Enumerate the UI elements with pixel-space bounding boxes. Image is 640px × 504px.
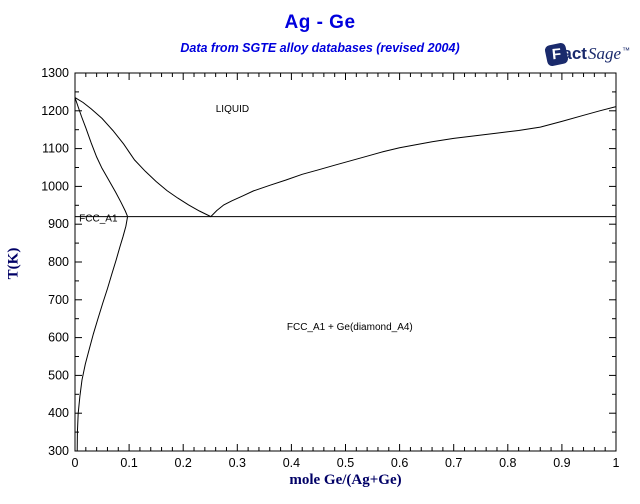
y-tick-label: 600 (48, 331, 69, 345)
logo-sage-text: Sage (587, 44, 621, 63)
logo-trademark: ™ (622, 45, 630, 55)
plot-frame (74, 72, 617, 452)
region-label: FCC_A1 + Ge(diamond_A4) (287, 322, 413, 333)
solvus-curve (76, 216, 128, 452)
liquidus-curve (74, 97, 617, 218)
y-tick-label: 1000 (41, 179, 69, 193)
y-axis-label: T(K) (5, 247, 22, 280)
x-tick-label: 0.1 (120, 456, 137, 470)
x-tick-label: 0.5 (337, 456, 354, 470)
y-tick-label: 800 (48, 255, 69, 269)
logo-f-letter: F (551, 45, 563, 63)
x-tick-label: 0.9 (553, 456, 570, 470)
x-axis-label: mole Ge/(Ag+Ge) (289, 472, 402, 488)
region-label: LIQUID (216, 104, 249, 115)
y-tick-label: 1100 (42, 142, 69, 156)
logo-act-text: act (562, 44, 587, 63)
x-tick-label: 0.8 (499, 456, 516, 470)
x-tick-label: 0.6 (391, 456, 408, 470)
y-tick-label: 900 (48, 217, 69, 231)
x-tick-label: 0.7 (445, 456, 462, 470)
y-tick-label: 700 (48, 293, 69, 307)
solidus-curve (74, 97, 128, 217)
x-tick-label: 0.2 (175, 456, 192, 470)
x-tick-label: 0.4 (283, 456, 300, 470)
factsage-logo: F act Sage ™ (544, 41, 630, 67)
y-tick-label: 500 (48, 368, 69, 382)
y-tick-label: 1200 (41, 104, 69, 118)
y-tick-label: 400 (48, 406, 69, 420)
y-tick-label: 300 (48, 444, 69, 458)
region-label: FCC_A1 (79, 213, 118, 224)
chart-title: Ag - Ge (284, 12, 356, 33)
x-tick-label: 0.3 (229, 456, 246, 470)
chart-subtitle: Data from SGTE alloy databases (revised … (180, 41, 460, 55)
y-tick-label: 1300 (41, 66, 69, 80)
x-tick-label: 0 (72, 456, 79, 470)
x-tick-label: 1 (613, 456, 620, 470)
